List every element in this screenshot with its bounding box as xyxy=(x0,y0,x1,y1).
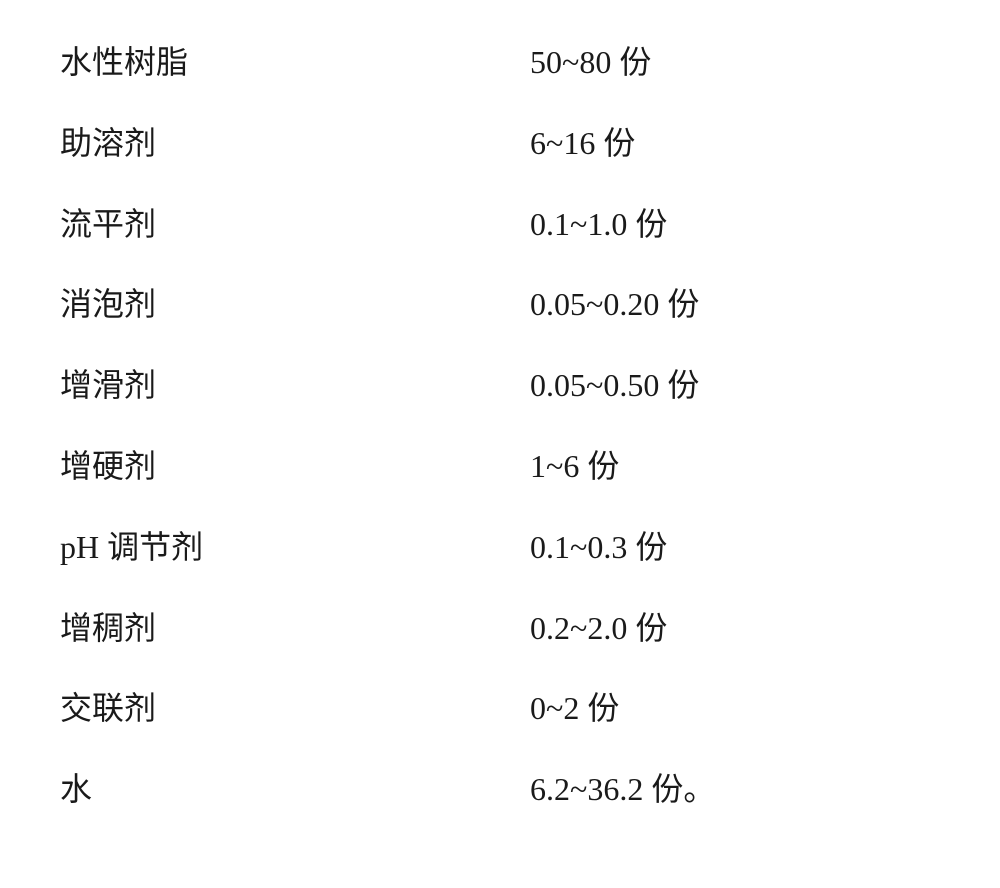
ingredient-value: 0.1~1.0 份 xyxy=(530,202,940,247)
ingredient-label: 增硬剂 xyxy=(60,444,530,489)
ingredient-label: 交联剂 xyxy=(60,686,530,731)
ingredient-label: 水性树脂 xyxy=(60,40,530,85)
ingredient-value: 0~2 份 xyxy=(530,686,940,731)
ingredient-value: 6.2~36.2 份。 xyxy=(530,767,940,812)
table-row: pH 调节剂 0.1~0.3 份 xyxy=(60,525,940,570)
table-row: 流平剂 0.1~1.0 份 xyxy=(60,202,940,247)
ingredient-label: 消泡剂 xyxy=(60,282,530,327)
table-row: 消泡剂 0.05~0.20 份 xyxy=(60,282,940,327)
table-row: 交联剂 0~2 份 xyxy=(60,686,940,731)
table-row: 增硬剂 1~6 份 xyxy=(60,444,940,489)
table-row: 水性树脂 50~80 份 xyxy=(60,40,940,85)
ingredient-label: pH 调节剂 xyxy=(60,525,530,570)
ingredient-value: 50~80 份 xyxy=(530,40,940,85)
table-row: 增稠剂 0.2~2.0 份 xyxy=(60,606,940,651)
ingredient-value: 0.05~0.50 份 xyxy=(530,363,940,408)
ingredient-value: 1~6 份 xyxy=(530,444,940,489)
ingredient-label: 流平剂 xyxy=(60,202,530,247)
ingredient-label: 助溶剂 xyxy=(60,121,530,166)
ingredient-label: 增稠剂 xyxy=(60,606,530,651)
ingredient-label: 增滑剂 xyxy=(60,363,530,408)
ingredient-value: 0.05~0.20 份 xyxy=(530,282,940,327)
table-row: 水 6.2~36.2 份。 xyxy=(60,767,940,812)
table-row: 增滑剂 0.05~0.50 份 xyxy=(60,363,940,408)
ingredient-value: 0.1~0.3 份 xyxy=(530,525,940,570)
ingredient-value: 6~16 份 xyxy=(530,121,940,166)
ingredient-label: 水 xyxy=(60,767,530,812)
table-row: 助溶剂 6~16 份 xyxy=(60,121,940,166)
ingredient-value: 0.2~2.0 份 xyxy=(530,606,940,651)
